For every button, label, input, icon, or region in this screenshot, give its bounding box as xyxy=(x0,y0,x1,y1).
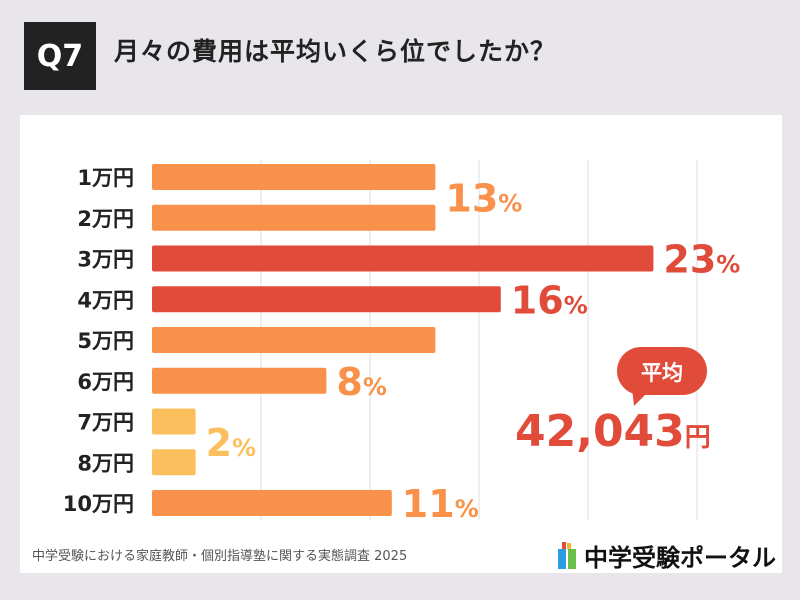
data-label: 13% xyxy=(445,176,522,220)
page-title: 月々の費用は平均いくら位でしたか？ xyxy=(114,37,557,66)
category-label: 1万円 xyxy=(77,166,134,190)
category-label: 2万円 xyxy=(77,207,134,231)
category-label: 6万円 xyxy=(77,370,134,394)
category-label: 3万円 xyxy=(77,248,134,272)
data-label: 23% xyxy=(663,238,740,282)
data-label: 16% xyxy=(511,278,588,322)
average-label: 平均 xyxy=(641,361,683,385)
bubble-tail xyxy=(632,388,648,406)
bar xyxy=(152,408,196,435)
data-label: 8% xyxy=(336,360,387,404)
bar xyxy=(152,245,654,272)
book-logo-icon xyxy=(558,541,576,569)
logo-text: 中学受験ポータル xyxy=(584,544,776,572)
average-bubble xyxy=(617,347,707,395)
source-note: 中学受験における家庭教師・個別指導塾に関する実態調査 2025 xyxy=(32,549,408,564)
logo: 中学受験ポータル xyxy=(556,538,776,573)
average-value: 42,043円 xyxy=(515,406,711,457)
data-label: 2% xyxy=(206,421,257,465)
category-label: 5万円 xyxy=(77,329,134,353)
bar xyxy=(152,286,501,313)
question-badge: Q7 xyxy=(24,22,96,90)
bar xyxy=(152,490,392,516)
data-label: 11% xyxy=(402,482,479,526)
category-label: 8万円 xyxy=(77,451,134,475)
bar xyxy=(152,204,436,231)
category-label: 7万円 xyxy=(77,411,134,435)
bar xyxy=(152,164,436,190)
bar xyxy=(152,327,436,353)
category-label: 4万円 xyxy=(77,288,134,312)
bar xyxy=(152,449,196,476)
bar xyxy=(152,367,327,394)
category-label: 10万円 xyxy=(63,492,134,516)
